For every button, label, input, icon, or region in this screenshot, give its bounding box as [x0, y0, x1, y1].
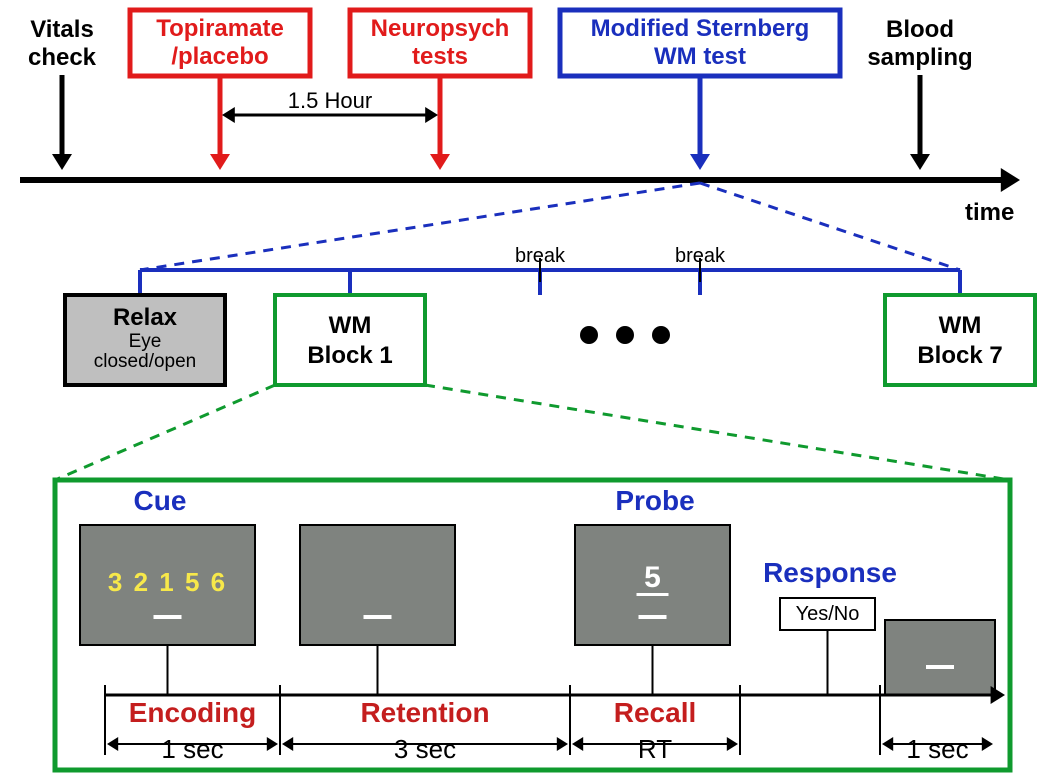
event-drug: Topiramate/placebo: [130, 10, 310, 170]
cue-digits: 3 2 1 5 6: [108, 567, 227, 597]
expand2-dash: [425, 385, 1010, 480]
expand-dash: [700, 183, 960, 270]
event-label: sampling: [867, 44, 972, 71]
arrow-head: [210, 154, 230, 170]
block-sub: closed/open: [94, 351, 196, 372]
arrow-head: [690, 154, 710, 170]
phase-time: 1 sec: [906, 734, 968, 764]
block-wm7: WM Block 7: [885, 295, 1035, 385]
phase-top-label: Cue: [134, 485, 187, 516]
phase-top-label: Response: [763, 557, 897, 588]
arrow-head: [430, 154, 450, 170]
event-label: Topiramate: [156, 15, 284, 42]
expand2-dash: [55, 385, 275, 480]
event-label: Modified Sternberg: [591, 15, 810, 42]
block-box: [885, 295, 1035, 385]
event-vitals: Vitalscheck: [28, 16, 97, 170]
probe-digit: 5: [644, 561, 661, 594]
fixation: [639, 615, 667, 619]
block-wm1: WM Block 1: [275, 295, 425, 385]
block-title: Relax: [113, 304, 178, 331]
event-label: tests: [412, 43, 468, 70]
fixation: [154, 615, 182, 619]
event-label: /placebo: [171, 43, 268, 70]
screen-box: [300, 525, 455, 645]
break-label: break: [675, 245, 726, 267]
screen-retent: [300, 525, 455, 645]
screen-box: [885, 620, 995, 695]
block-title: WM: [939, 312, 982, 339]
response-label: Yes/No: [796, 603, 860, 625]
block-box: [275, 295, 425, 385]
phase-top-label: Probe: [615, 485, 694, 516]
phase-name: Retention: [360, 697, 489, 728]
fixation: [364, 615, 392, 619]
interval-label: 1.5 Hour: [288, 88, 372, 113]
event-label: Blood: [886, 16, 954, 43]
event-stern: Modified SternbergWM test: [560, 10, 840, 170]
phase-time: 1 sec: [161, 734, 223, 764]
block-sub: Eye: [129, 331, 162, 352]
screen-probe: 5: [575, 525, 730, 645]
ellipsis-dot: [616, 326, 634, 344]
fixation: [926, 665, 954, 669]
arrow-head: [910, 154, 930, 170]
arrow-head: [1001, 168, 1020, 192]
probe-underline: [637, 593, 669, 596]
phase-name: Encoding: [129, 697, 257, 728]
screen-cue: 3 2 1 5 6: [80, 525, 255, 645]
diagram-root: timeVitalscheckTopiramate/placeboNeurops…: [0, 0, 1050, 782]
break-label: break: [515, 245, 566, 267]
arrow-head: [425, 107, 438, 123]
event-label: check: [28, 44, 97, 71]
block-title: Block 7: [917, 342, 1002, 369]
event-label: Neuropsych: [371, 15, 510, 42]
block-title: WM: [329, 312, 372, 339]
event-blood: Bloodsampling: [867, 16, 972, 170]
arrow-head: [222, 107, 235, 123]
event-neuro: Neuropsychtests: [350, 10, 530, 170]
block-title: Block 1: [307, 342, 392, 369]
phase-name: Recall: [614, 697, 697, 728]
screen-post: [885, 620, 995, 695]
ellipsis-dot: [580, 326, 598, 344]
time-label: time: [965, 199, 1014, 226]
event-label: Vitals: [30, 16, 94, 43]
phase-time: RT: [638, 734, 672, 764]
phase-time: 3 sec: [394, 734, 456, 764]
event-label: WM test: [654, 43, 746, 70]
ellipsis-dot: [652, 326, 670, 344]
expand-dash: [140, 183, 700, 270]
arrow-head: [52, 154, 72, 170]
block-relax: RelaxEyeclosed/open: [65, 295, 225, 385]
